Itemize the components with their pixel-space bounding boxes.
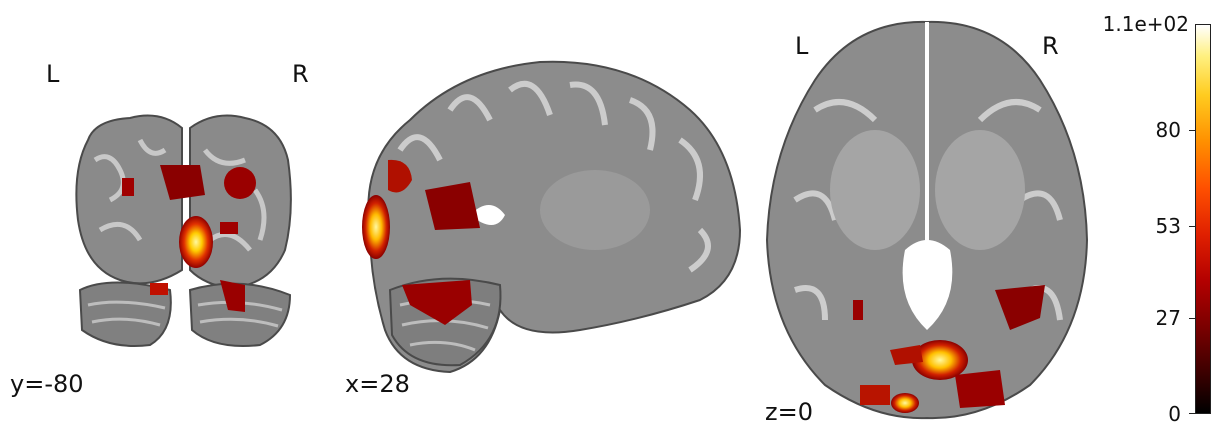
right-orientation-label: R	[292, 60, 309, 88]
axial-view: L R z=0	[755, 0, 1100, 426]
left-orientation-label: L	[46, 60, 60, 88]
colorbar-tick-label: 27	[1155, 306, 1181, 331]
colorbar-tick-mark	[1189, 318, 1195, 320]
colorbar-tick-mark	[1189, 226, 1195, 228]
colorbar-gradient	[1195, 24, 1211, 414]
sagittal-coordinate-label: x=28	[345, 370, 410, 398]
colorbar-tick-label: 0	[1168, 402, 1181, 426]
axial-coordinate-label: z=0	[765, 398, 813, 426]
coronal-brain-image	[75, 114, 292, 347]
colorbar-tick-mark	[1189, 413, 1195, 414]
colorbar-tick-mark	[1189, 130, 1195, 132]
colorbar-tick-label: 53	[1155, 214, 1181, 239]
sagittal-brain-image	[362, 60, 742, 374]
coronal-coordinate-label: y=-80	[10, 370, 84, 398]
colorbar-max-label: 1.1e+02	[1102, 12, 1189, 36]
colorbar-tick-label: 80	[1155, 118, 1181, 143]
axial-brain-image	[765, 20, 1089, 420]
coronal-view: L R y=-80	[0, 0, 330, 426]
right-orientation-label: R	[1042, 32, 1059, 60]
left-orientation-label: L	[795, 32, 809, 60]
sagittal-view: x=28	[340, 0, 750, 426]
colorbar: 1.1e+02 80 53 27 0	[1076, 0, 1211, 426]
